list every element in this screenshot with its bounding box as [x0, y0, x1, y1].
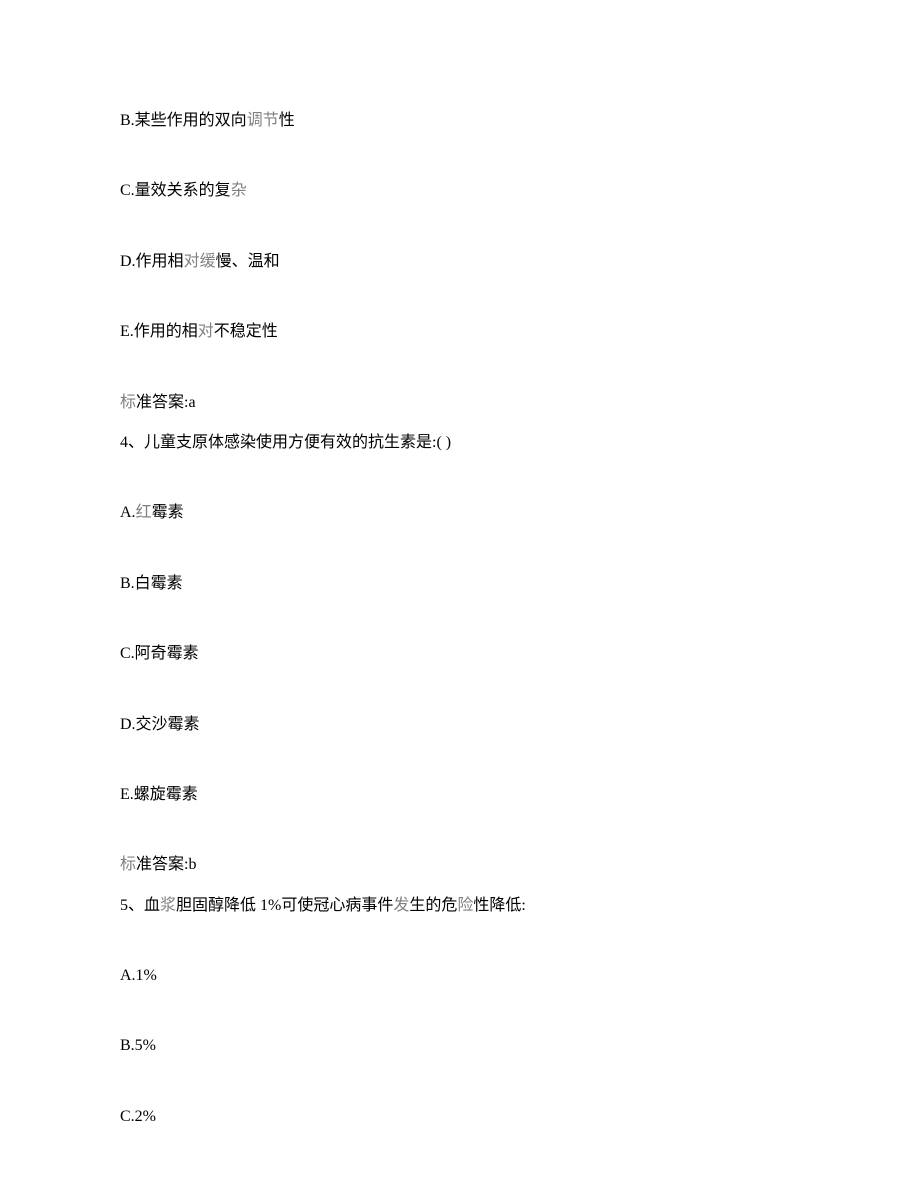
question-5-gray2: 发 — [393, 897, 409, 914]
option-b-q5: B.5% — [120, 1035, 800, 1057]
option-e-q3: E.作用的相对不稳定性 — [120, 321, 800, 343]
option-e-q4: E.螺旋霉素 — [120, 784, 800, 806]
option-c-q3: C.量效关系的复杂 — [120, 180, 800, 202]
option-c-q4: C.阿奇霉素 — [120, 643, 800, 665]
option-d-q3-suffix: 慢、温和 — [216, 253, 280, 270]
option-d-q3-gray: 对缓 — [184, 253, 216, 270]
option-a-q4-gray: 红 — [136, 504, 152, 521]
option-b-q4-text: B.白霉素 — [120, 575, 183, 592]
option-c-q3-prefix: C.量效关系的复 — [120, 182, 231, 199]
option-b-q4: B.白霉素 — [120, 573, 800, 595]
option-c-q5: C.2% — [120, 1106, 800, 1128]
question-5-mid2: 生的危 — [409, 897, 457, 914]
option-b-q3-suffix: 性 — [279, 112, 295, 129]
option-b-q5-text: B.5% — [120, 1037, 156, 1054]
question-4: 4、儿童支原体感染使用方便有效的抗生素是:( ) — [120, 432, 800, 454]
option-a-q4-suffix: 霉素 — [152, 504, 184, 521]
option-e-q3-prefix: E.作用的相 — [120, 323, 198, 340]
option-a-q4-prefix: A. — [120, 504, 136, 521]
question-5: 5、血浆胆固醇降低 1%可使冠心病事件发生的危险性降低: — [120, 895, 800, 917]
question-5-mid1: 胆固醇降低 1%可使冠心病事件 — [176, 897, 393, 914]
option-e-q3-suffix: 不稳定性 — [214, 323, 278, 340]
question-5-gray1: 浆 — [160, 897, 176, 914]
question-4-text: 4、儿童支原体感染使用方便有效的抗生素是:( ) — [120, 434, 451, 451]
question-5-gray3: 险 — [457, 897, 473, 914]
option-e-q3-gray: 对 — [198, 323, 214, 340]
answer-q4-gray: 标 — [120, 856, 136, 873]
answer-q3-text: 准答案:a — [136, 394, 196, 411]
option-b-q3-gray: 调节 — [247, 112, 279, 129]
option-a-q5: A.1% — [120, 965, 800, 987]
option-b-q3-prefix: B.某些作用的双向 — [120, 112, 247, 129]
answer-q4: 标准答案:b — [120, 854, 800, 876]
answer-q3: 标准答案:a — [120, 392, 800, 414]
option-c-q4-text: C.阿奇霉素 — [120, 645, 199, 662]
option-c-q3-gray: 杂 — [231, 182, 247, 199]
option-b-q3: B.某些作用的双向调节性 — [120, 110, 800, 132]
option-c-q5-text: C.2% — [120, 1108, 156, 1125]
option-a-q4: A.红霉素 — [120, 502, 800, 524]
option-d-q3: D.作用相对缓慢、温和 — [120, 251, 800, 273]
question-5-prefix: 5、血 — [120, 897, 160, 914]
option-d-q4: D.交沙霉素 — [120, 714, 800, 736]
option-e-q4-text: E.螺旋霉素 — [120, 786, 198, 803]
option-a-q5-text: A.1% — [120, 967, 157, 984]
option-d-q4-text: D.交沙霉素 — [120, 716, 200, 733]
question-5-suffix: 性降低: — [473, 897, 525, 914]
option-d-q3-prefix: D.作用相 — [120, 253, 184, 270]
answer-q3-gray: 标 — [120, 394, 136, 411]
answer-q4-text: 准答案:b — [136, 856, 196, 873]
